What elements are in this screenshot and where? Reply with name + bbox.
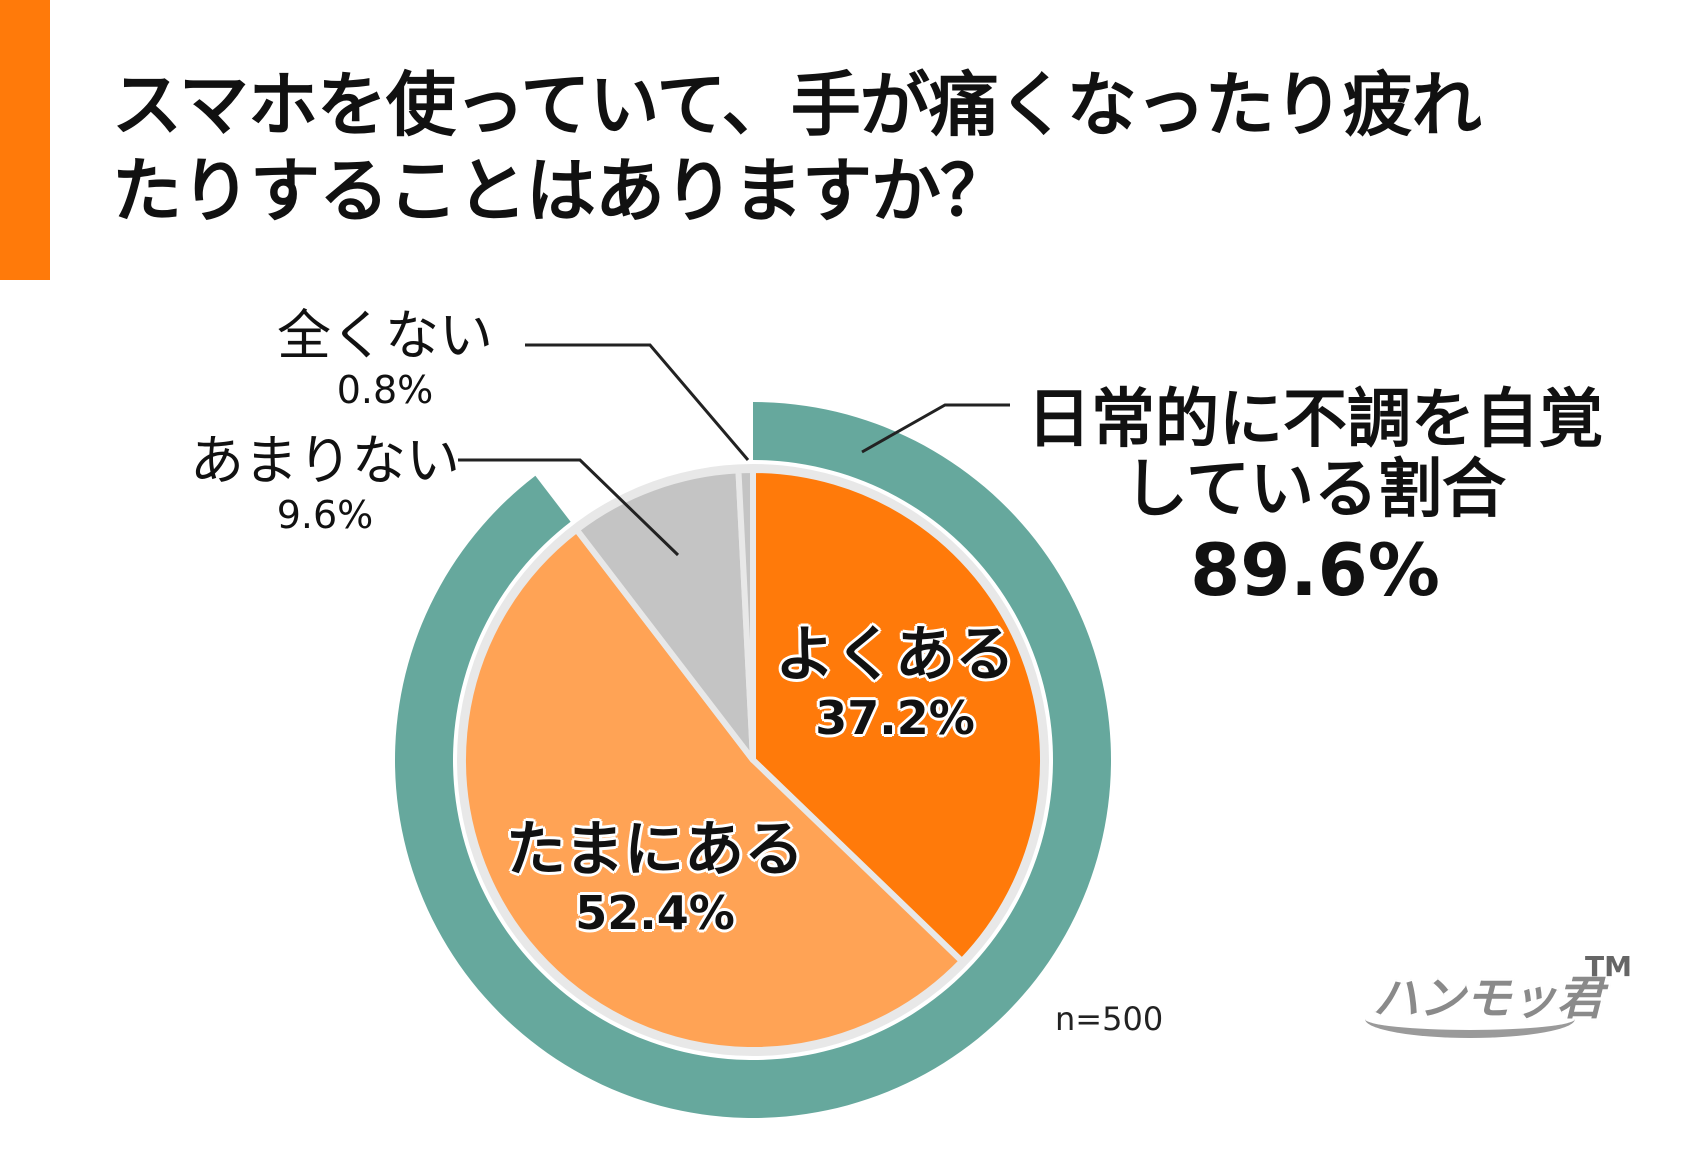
label-rarely-pct: 9.6% bbox=[276, 493, 374, 537]
label-often-name: よくある bbox=[775, 620, 1015, 690]
pie-slice-1 bbox=[460, 526, 965, 1053]
sample-size: n=500 bbox=[1055, 1000, 1164, 1038]
callout: 日常的に不調を自覚 している割合 89.6% bbox=[985, 385, 1645, 615]
pie-slices-layer bbox=[460, 467, 1046, 1053]
label-often: よくある 37.2% bbox=[745, 620, 1045, 746]
pie-slice-2 bbox=[573, 467, 756, 763]
pie-slice-0 bbox=[750, 467, 1046, 965]
label-often-pct: 37.2% bbox=[815, 691, 975, 745]
leader-line-rarely bbox=[458, 458, 680, 557]
callout-line-1: 日常的に不調を自覚 bbox=[1027, 383, 1603, 457]
label-sometimes: たまにある 52.4% bbox=[465, 815, 845, 941]
label-none-pct: 0.8% bbox=[336, 368, 434, 412]
label-none-name: 全くない bbox=[277, 304, 493, 367]
label-rarely: あまりない 9.6% bbox=[175, 430, 475, 538]
logo-tm: TM bbox=[1585, 950, 1632, 983]
label-rarely-name: あまりない bbox=[190, 429, 460, 492]
title-line-1: スマホを使っていて、手が痛くなったり疲れ bbox=[112, 64, 1482, 146]
callout-line-2: している割合 bbox=[1123, 453, 1507, 527]
leader-lines-layer bbox=[458, 343, 1010, 557]
brand-logo: ハンモッ君 TM bbox=[1365, 950, 1632, 1045]
accent-bar bbox=[0, 0, 50, 280]
logo-text: ハンモッ君 bbox=[1373, 971, 1603, 1025]
title-line-2: たりすることはありますか？ bbox=[112, 150, 1010, 232]
logo-swoosh bbox=[1365, 1000, 1575, 1038]
pie-slice-3 bbox=[735, 467, 756, 763]
leader-line-none bbox=[525, 343, 750, 461]
leader-line-callout bbox=[861, 403, 1010, 454]
label-sometimes-name: たまにある bbox=[505, 815, 805, 885]
label-sometimes-pct: 52.4% bbox=[575, 886, 735, 940]
label-none: 全くない 0.8% bbox=[265, 305, 505, 413]
callout-value: 89.6% bbox=[1190, 528, 1440, 612]
page-title: スマホを使っていて、手が痛くなったり疲れ たりすることはありますか？ bbox=[112, 62, 1512, 234]
